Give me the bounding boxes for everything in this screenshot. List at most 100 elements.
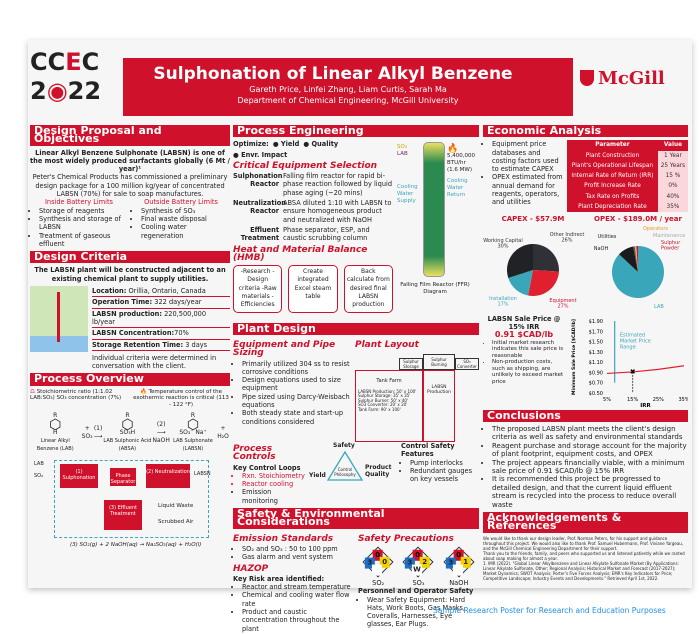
text: Personnel and Operator Safety: [358, 587, 474, 596]
text: R: [125, 412, 130, 420]
text: Reactor and stream temperature: [242, 583, 354, 591]
text: SO3 Converter: 20' x 20': [358, 402, 408, 408]
y-axis-label: Minimum Sale Price [$CAD/lb]: [571, 319, 577, 395]
y-tick-label: $0.90: [589, 370, 603, 376]
nfpa-diamond-so3: 0 2 3 W SO₃: [399, 545, 437, 587]
text: LAB Sulphonic Acid (ABSA): [103, 438, 152, 453]
poster: CCEC 2◉22 Sulphonation of Linear Alkyl Be…: [28, 40, 692, 633]
sale-price-vs-irr-chart: $0.50 $0.70 $0.90 $1.10 $1.30 $1.50 $1.70 $1.90…: [571, 319, 688, 407]
text: 0%: [657, 181, 688, 192]
text: Chemical and cooling water flow rate: [242, 591, 354, 608]
pie-slice: [633, 246, 638, 273]
stoich-note: Stoichiometric ratio (1:1.02 LAB:SO₃) SO…: [30, 388, 122, 402]
text: [452, 564, 463, 576]
pie-label: Installation 17%: [489, 296, 517, 308]
y-tick-label: $1.90: [589, 319, 603, 325]
neutralization-block: (2) Neutralization: [146, 463, 190, 488]
text: SO₃: [412, 578, 425, 587]
section-heading: Conclusions: [483, 410, 688, 422]
text: R: [190, 412, 196, 420]
text: 35%: [657, 202, 688, 213]
text: SO₃ Converter: [455, 357, 479, 370]
intro-text: Linear Alkyl Benzene Sulphonate (LABSN) …: [30, 148, 230, 174]
pie-slice: [636, 246, 638, 273]
pie-title: CAPEX - $57.9M: [502, 215, 565, 223]
text: 15 %: [657, 171, 688, 182]
benzene-ring-icon: ⬡: [186, 416, 200, 433]
text: 40%: [657, 191, 688, 203]
plant-layout: Plant Layout Sulphur Burning Sulphur Sto…: [355, 338, 479, 442]
table-row: Plant's Operational Lifespan 25 Years: [567, 160, 688, 172]
location-map: [30, 286, 88, 353]
text: Both steady state and start-up condition…: [242, 409, 351, 426]
text: Emission Standards: [233, 533, 334, 544]
section-heading: Process Overview: [30, 373, 230, 386]
pie-slice: [528, 270, 559, 297]
text: Pump interlocks: [410, 459, 479, 467]
criteria-row: Location: Orillia, Ontario, Canada: [92, 286, 230, 298]
poster-header: CCEC 2◉22 Sulphonation of Linear Alkyl Be…: [28, 40, 692, 120]
text: Initial market research indicates this s…: [492, 340, 565, 360]
text: W: [412, 564, 423, 576]
text: SO₂: [372, 578, 385, 587]
text: We would like to thank our design leader…: [483, 535, 684, 551]
criteria-row: LABSN production: 220,500,000 lb/year: [92, 309, 230, 329]
text: Reagent purchase and storage account for…: [492, 442, 688, 459]
text: LABSN Sale Price @ 15% IRR: [487, 314, 561, 331]
text: Internal Rate of Return (IRR): [567, 171, 658, 182]
text: Thank you to the friends, family, and pe…: [483, 550, 685, 561]
text: SO₃: [397, 144, 408, 150]
text: R: [53, 412, 58, 420]
text: Plant's Operational Lifespan: [567, 160, 658, 172]
text: Storage Retention Time:: [92, 340, 184, 349]
price-line: [606, 364, 685, 374]
phase-separator-block: Phase Separator: [110, 467, 136, 486]
text: The project appears financially viable, …: [492, 459, 688, 476]
x-tick-label: 15%: [627, 397, 638, 403]
title-bar: Sulphonation of Linear Alkyl Benzene Gar…: [123, 58, 573, 116]
table-row: Plant Construction 1 Year: [567, 150, 688, 161]
equipment-row: Effluent Treatment Phase separator, ESP, …: [233, 226, 393, 243]
text: Safety Precautions: [358, 533, 454, 544]
text: Plant Construction: [567, 150, 658, 161]
text: SO₂: [34, 472, 44, 479]
shield-icon: [580, 70, 594, 86]
text: Cooling Water Supply: [397, 184, 418, 204]
table-row: Profit Increase Rate 0%: [567, 181, 688, 192]
pie-label: Operators: [643, 226, 668, 232]
pie-label: Utilities: [598, 234, 617, 240]
equipment-row: Sulphonation Reactor Falling film reactor…: [233, 172, 393, 197]
y-tick-label: $1.50: [589, 339, 603, 345]
text: Linear Alkyl Benzene (LAB): [36, 438, 74, 453]
sulphonation-block: (1) Sulphonation: [60, 463, 98, 488]
criteria-row: LABSN Concentration:70%: [92, 328, 230, 340]
text: HAZOP: [233, 563, 269, 574]
middle-column: Process Engineering 🔥 5,400,000 BTU/hr (1…: [233, 122, 479, 633]
text: CC: [30, 48, 66, 76]
effluent-treatment-block: (3) Effluent Treatment: [104, 499, 142, 530]
x-tick-label: 35%: [678, 397, 688, 403]
process-flow-diagram: LAB SO₂ (1) Sulphonation Phase Separator…: [30, 458, 230, 550]
pie-label: Equipment 27%: [549, 298, 576, 310]
table-row: Internal Rate of Return (IRR) 15 %: [567, 171, 688, 182]
text: 70%: [174, 329, 189, 338]
text: Non-production costs, such as shipping, …: [492, 359, 565, 385]
section-heading: Plant Design: [233, 323, 479, 335]
text: 2: [30, 77, 47, 105]
section-heading: Acknowledgements & References: [483, 512, 688, 533]
text: LABSN Production: [423, 369, 455, 442]
text: (2): [156, 420, 166, 428]
text: Falling film reactor for rapid bi-phase …: [283, 172, 393, 197]
x-tick-label: 25%: [653, 397, 664, 403]
pie-label: Sulphur Powder: [661, 240, 681, 252]
watermark-caption: Sample Research Poster for Research and …: [433, 606, 666, 615]
text: Gas alarm and vent system: [242, 553, 354, 561]
text: The proposed LABSN plant meets the clien…: [492, 425, 688, 442]
note: Individual criteria were determined in c…: [92, 353, 217, 371]
text: + SO₃: [81, 424, 93, 440]
text: + H₂O: [217, 424, 229, 440]
y-tick-label: $1.70: [589, 329, 603, 335]
text: Sulphur Burner: 50' x 40': [358, 397, 409, 403]
text: Key Control Loops: [233, 463, 301, 472]
text: Design equations used to size equipment: [242, 376, 351, 393]
